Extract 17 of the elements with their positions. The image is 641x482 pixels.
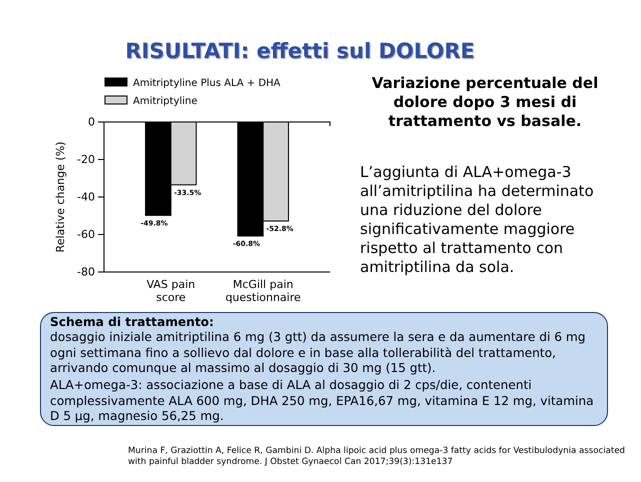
y-tick-label: -40 xyxy=(77,190,95,204)
text: Variazione percentuale del dolore dopo 3 mesi di trattamento vs basale. xyxy=(370,74,600,132)
legend-label: Amitriptyline xyxy=(133,96,198,107)
text: Murina F, Graziottin A, Felice R, Gambini D. Alpha lipoic acid plus omega-3 fatty acids for Vestibulodynia associated with painful bladder syndrome. J Obstet Gynaecol Can 2017;39(3):131e137 xyxy=(128,446,626,468)
legend-label: Amitriptyline Plus ALA + DHA xyxy=(133,78,281,89)
y-axis-title: Relative change (%) xyxy=(54,142,67,252)
y-tick-label: -20 xyxy=(77,153,95,166)
x-tick-label: VAS pain score xyxy=(146,278,196,304)
text: dosaggio iniziale amitriptilina 6 mg (3 gtt) da assumere la sera e da aumentare di 6 mg ogni settimana fino a sollievo dal dolore e in base alla tollerabilità del trattamento, arrivando comunque al massimo al dosaggio di 30 mg (15 gtt). xyxy=(50,330,586,377)
text: Schema di trattamento: xyxy=(50,315,215,331)
y-tick-label: -60 xyxy=(77,228,95,242)
x-tick-label: McGill pain questionnaire xyxy=(225,278,302,304)
chart-title: RISULTATI: effetti sul DOLORE xyxy=(125,39,475,63)
text: ALA+omega-3: associazione a base di ALA al dosaggio di 2 cps/die, contenenti complessivamente ALA 600 mg, DHA 250 mg, EPA16,67 mg, vitamina E 12 mg, vitamina D 5 µg, magnesio 56,25 mg. xyxy=(50,378,595,425)
y-tick-label: 0 xyxy=(88,116,95,129)
y-tick-label: -80 xyxy=(77,266,95,279)
text: L’aggiunta di ALA+omega-3 all’amitriptilina ha determinato una riduzione del dolore significativamente maggiore rispetto al trattamento con amitriptilina da sola. xyxy=(360,163,595,277)
